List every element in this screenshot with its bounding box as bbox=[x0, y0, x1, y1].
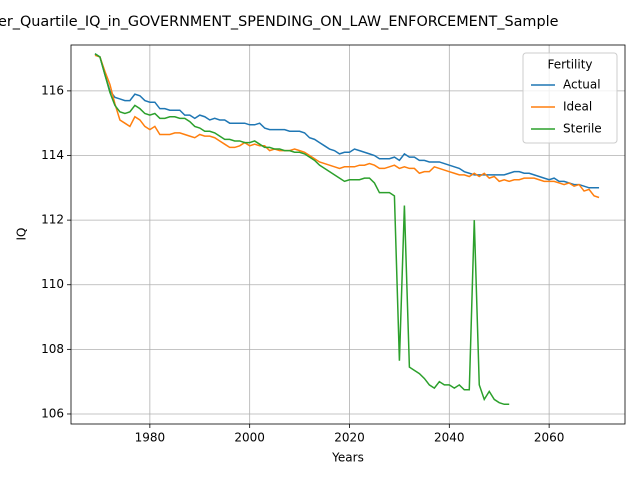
x-tick-label: 2020 bbox=[334, 431, 365, 445]
y-axis-label: IQ bbox=[15, 228, 29, 241]
line bbox=[94, 53, 600, 189]
chart-title: er_Quartile_IQ_in_GOVERNMENT_SPENDING_ON… bbox=[0, 14, 559, 30]
x-tick-label: 2000 bbox=[234, 431, 265, 445]
legend-box bbox=[522, 52, 618, 144]
x-tick-label: 2040 bbox=[434, 431, 465, 445]
legend-label: Sterile bbox=[563, 122, 602, 136]
x-tick-label: 2060 bbox=[534, 431, 565, 445]
y-tick-label: 112 bbox=[41, 213, 64, 227]
y-tick-label: 106 bbox=[41, 406, 64, 420]
y-tick-label: 116 bbox=[41, 83, 64, 97]
y-tick-label: 110 bbox=[41, 277, 64, 291]
x-axis-label: Years bbox=[331, 451, 364, 465]
legend-label: Actual bbox=[563, 78, 601, 92]
y-tick-label: 114 bbox=[41, 148, 64, 162]
legend-title: Fertility bbox=[547, 58, 592, 72]
y-tick-label: 108 bbox=[41, 342, 64, 356]
plot-frame bbox=[70, 44, 626, 425]
x-tick-label: 1980 bbox=[135, 431, 166, 445]
line bbox=[94, 54, 600, 199]
line bbox=[94, 53, 510, 406]
legend-label: Ideal bbox=[563, 100, 592, 114]
